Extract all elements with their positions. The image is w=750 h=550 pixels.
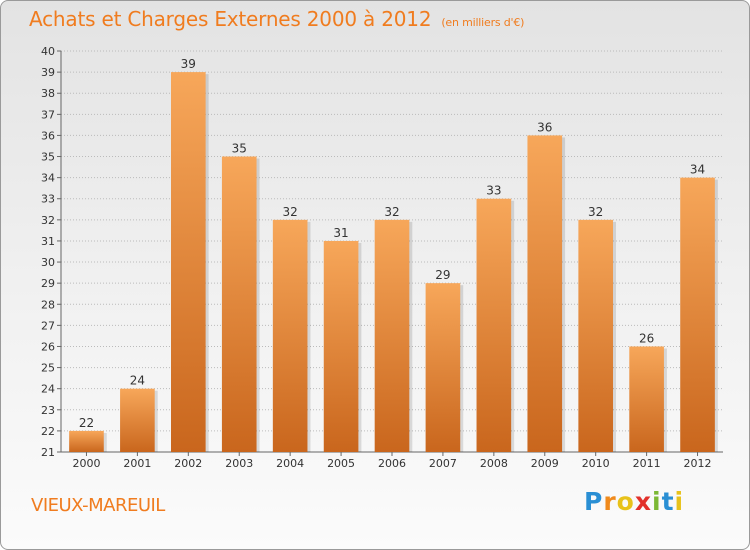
y-tick-label: 34 (41, 172, 55, 185)
bar (476, 198, 512, 452)
data-label: 32 (384, 205, 399, 219)
data-label: 39 (181, 57, 196, 71)
x-tick-label: 2000 (72, 457, 100, 470)
y-tick-label: 30 (41, 256, 55, 269)
bar (527, 135, 563, 452)
x-tick-label: 2009 (531, 457, 559, 470)
y-tick-label: 32 (41, 214, 55, 227)
y-tick-label: 24 (41, 383, 55, 396)
x-tick-label: 2008 (480, 457, 508, 470)
unit-label: (en milliers d'€) (441, 16, 525, 29)
proxiti-logo: Proxiti (584, 487, 684, 516)
data-label: 36 (537, 120, 552, 134)
data-label: 26 (639, 331, 654, 345)
logo-letter: x (634, 487, 652, 516)
bar (272, 219, 308, 452)
data-label: 24 (130, 374, 145, 388)
bar (629, 346, 664, 452)
x-tick-label: 2003 (225, 457, 253, 470)
x-tick-label: 2006 (378, 457, 406, 470)
data-label: 34 (690, 163, 705, 177)
x-tick-label: 2001 (123, 457, 151, 470)
data-label: 31 (333, 226, 348, 240)
y-tick-label: 25 (41, 362, 55, 375)
data-label: 33 (486, 184, 501, 198)
bar (170, 72, 206, 453)
logo-letter: i (652, 487, 662, 516)
x-tick-label: 2005 (327, 457, 355, 470)
y-tick-label: 38 (41, 87, 55, 100)
y-tick-label: 29 (41, 277, 55, 290)
data-label: 32 (283, 205, 298, 219)
bar (221, 156, 257, 453)
x-axis-ticks: 2000 2001 2002 2003 2004 2005 2006 2007 2008 2009… (72, 452, 712, 470)
y-tick-label: 40 (41, 45, 55, 58)
chart-title: Achats et Charges Externes 2000 à 2012 (29, 7, 432, 31)
x-tick-label: 2007 (429, 457, 457, 470)
x-tick-label: 2002 (174, 457, 202, 470)
y-tick-label: 27 (41, 319, 55, 332)
y-tick-label: 22 (41, 425, 55, 438)
x-tick-label: 2004 (276, 457, 304, 470)
page-title: Achats et Charges Externes 2000 à 2012 (e… (29, 7, 524, 31)
logo-letter: o (616, 487, 635, 516)
y-tick-label: 35 (41, 151, 55, 164)
y-tick-label: 37 (41, 108, 55, 121)
bar (680, 177, 715, 452)
bar (374, 219, 410, 452)
y-tick-label: 36 (41, 129, 55, 142)
data-label: 29 (435, 268, 450, 282)
bar (323, 240, 359, 452)
y-tick-label: 31 (41, 235, 55, 248)
commune-name: VIEUX-MAREUIL (31, 495, 165, 516)
bar (69, 430, 104, 452)
y-tick-label: 39 (41, 66, 55, 79)
y-tick-label: 23 (41, 404, 55, 417)
logo-letter: t (661, 487, 675, 516)
bar (578, 219, 614, 452)
y-tick-label: 21 (41, 446, 55, 459)
logo-letter: P (584, 487, 604, 516)
data-label: 22 (79, 416, 94, 430)
data-labels: 22 24 39 35 32 31 32 29 33 36 32 26 34 (79, 57, 705, 430)
data-label: 35 (232, 142, 247, 156)
x-tick-label: 2012 (684, 457, 712, 470)
y-tick-label: 28 (41, 298, 55, 311)
y-axis-ticks: 21 22 23 24 25 26 27 28 29 30 31 32 33 34 35 36 37 38 39 40 (41, 45, 61, 459)
bar (425, 283, 461, 452)
y-tick-label: 33 (41, 193, 55, 206)
logo-letter: i (674, 487, 685, 516)
logo-letter: r (603, 487, 617, 516)
x-tick-label: 2010 (582, 457, 610, 470)
y-tick-label: 26 (41, 340, 55, 353)
data-label: 32 (588, 205, 603, 219)
bars (69, 72, 718, 453)
x-tick-label: 2011 (633, 457, 661, 470)
bar (120, 388, 155, 452)
